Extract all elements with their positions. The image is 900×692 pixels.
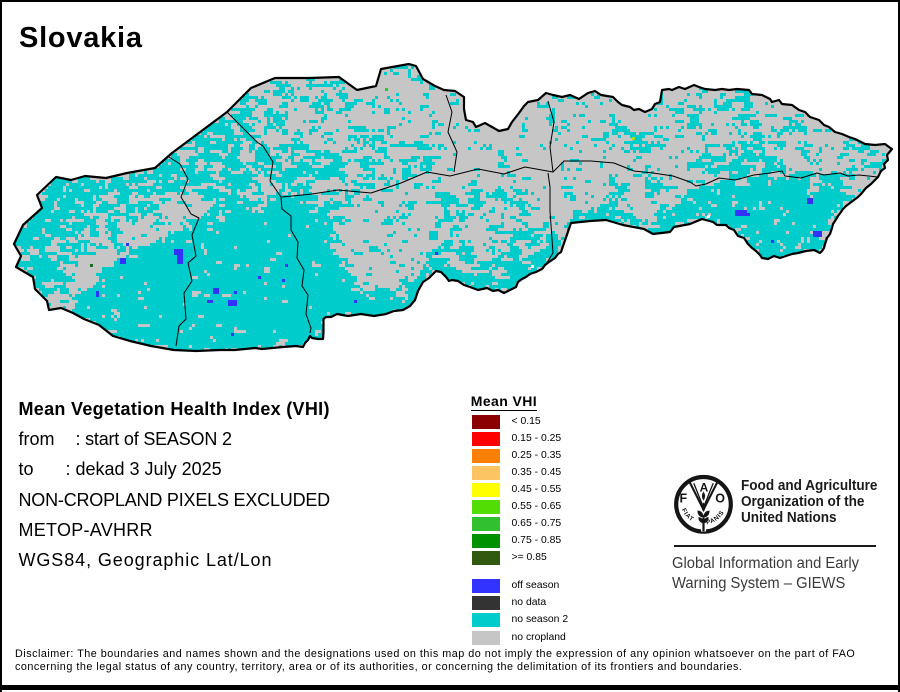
svg-text:F: F <box>680 491 688 505</box>
svg-text:A: A <box>700 481 709 495</box>
svg-text:O: O <box>715 492 725 506</box>
